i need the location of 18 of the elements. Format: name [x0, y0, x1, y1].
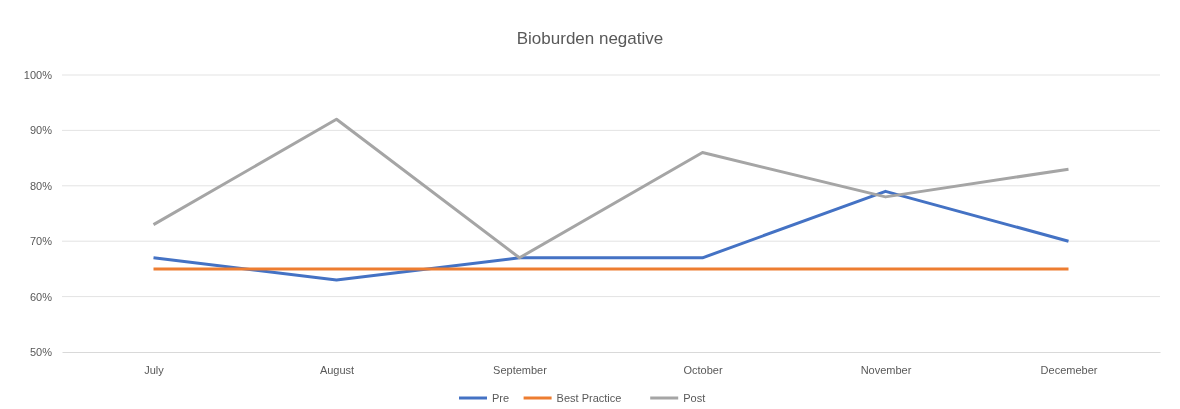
x-tick-label: October: [683, 363, 723, 376]
x-tick-label: Decemeber: [1040, 363, 1098, 376]
legend-label: Post: [683, 392, 706, 404]
y-tick-label: 90%: [29, 124, 53, 137]
y-tick-label: 70%: [29, 235, 53, 248]
legend-label: Pre: [492, 392, 510, 404]
y-tick-label: 80%: [29, 179, 53, 192]
x-tick-label: July: [144, 363, 165, 376]
x-tick-label: September: [493, 363, 548, 376]
x-tick-label: November: [860, 363, 912, 376]
x-tick-label: August: [319, 363, 355, 376]
y-tick-label: 50%: [29, 346, 53, 359]
y-tick-label: 60%: [29, 290, 53, 303]
y-tick-label: 100%: [23, 69, 53, 82]
legend-label: Best Practice: [556, 392, 622, 404]
line-series: [152, 117, 1070, 260]
chart-title: Bioburden negative: [516, 29, 664, 48]
line-series: [152, 189, 1070, 282]
